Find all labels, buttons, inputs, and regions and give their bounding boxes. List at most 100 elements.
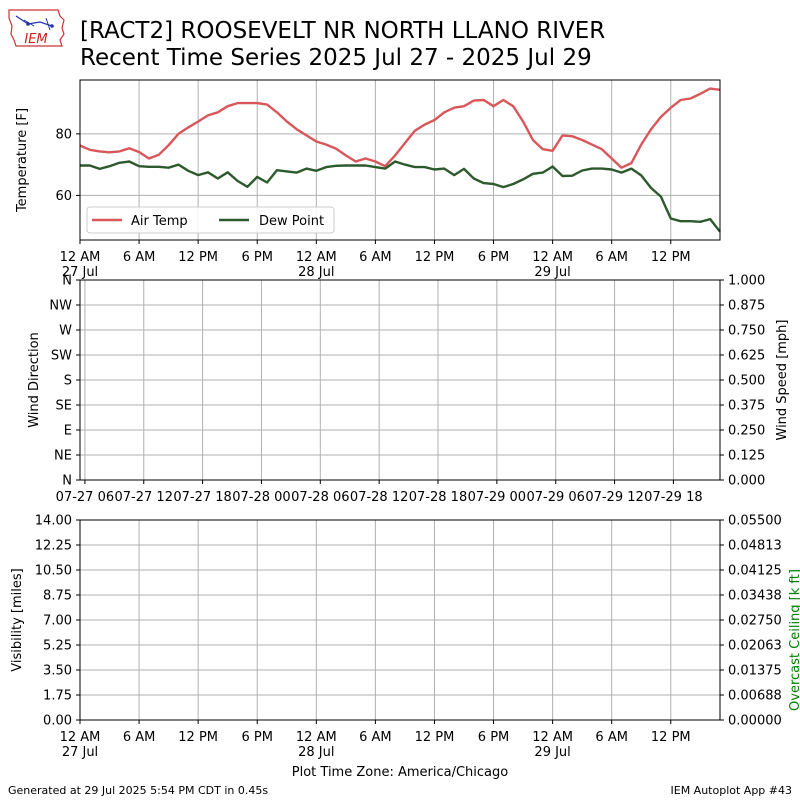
x-tick-label: 07-29 18 — [644, 490, 702, 505]
ceiling-axis-label: Overcast Ceiling [k ft] — [788, 569, 800, 711]
iem-logo[interactable]: IEM — [6, 6, 66, 50]
x-tick-label: 07-29 06 — [526, 490, 584, 505]
x-tick-label: 6 AM — [123, 250, 156, 265]
app-footer: IEM Autoplot App #43 — [670, 784, 793, 797]
visibility-axis-label: Visibility [miles] — [10, 568, 25, 671]
visibility-tick-label: 10.50 — [35, 564, 72, 579]
dew-point-line — [80, 160, 721, 233]
x-tick-date-label: 27 Jul — [62, 745, 98, 760]
wind-direction-tick-label: SW — [51, 349, 72, 364]
visibility-tick-label: 14.00 — [35, 514, 72, 529]
iowa-state-logo-icon: IEM — [8, 9, 65, 47]
wind-speed-axis-label: Wind Speed [mph] — [775, 320, 790, 441]
x-tick-label: 6 PM — [241, 730, 272, 745]
wind-panel: N NE E SE S SW W NW N 0.000 0.125 0.250 0.375 0.500 0.… — [27, 274, 790, 506]
x-tick-label: 6 PM — [478, 250, 509, 265]
wind-direction-axis-label: Wind Direction — [27, 332, 42, 428]
wind-direction-tick-label: NE — [54, 449, 72, 464]
x-tick-label: 07-29 00 — [468, 490, 526, 505]
ceiling-tick-label: 0.00688 — [728, 689, 782, 704]
x-tick-label: 6 AM — [595, 730, 628, 745]
wind-direction-tick-label: SE — [56, 399, 72, 414]
wind-speed-tick-label: 1.000 — [728, 274, 765, 289]
visibility-tick-label: 7.00 — [43, 614, 72, 629]
visibility-tick-label: 1.75 — [43, 689, 72, 704]
chart-title-line2: Recent Time Series 2025 Jul 27 - 2025 Ju… — [80, 45, 592, 71]
wind-speed-tick-label: 0.750 — [728, 324, 765, 339]
x-tick-label: 07-27 18 — [173, 490, 231, 505]
x-tick-label: 07-29 12 — [585, 490, 643, 505]
logo-text: IEM — [24, 32, 47, 47]
x-tick-label: 12 PM — [178, 730, 218, 745]
x-tick-date-label: 29 Jul — [534, 745, 570, 760]
x-tick-label: 12 PM — [178, 250, 218, 265]
x-tick-label: 6 AM — [123, 730, 156, 745]
wind-speed-tick-label: 0.250 — [728, 424, 765, 439]
x-tick-date-label: 28 Jul — [298, 265, 334, 280]
visibility-tick-label: 0.00 — [43, 714, 72, 729]
visibility-tick-label: 3.50 — [43, 664, 72, 679]
x-tick-label: 6 PM — [241, 250, 272, 265]
y-tick-label: 80 — [55, 127, 72, 142]
ceiling-tick-label: 0.02063 — [728, 639, 782, 654]
x-tick-label: 6 PM — [478, 730, 509, 745]
ceiling-tick-label: 0.05500 — [728, 514, 782, 529]
wind-direction-tick-label: N — [62, 474, 72, 489]
x-tick-label: 12 PM — [415, 730, 455, 745]
ceiling-tick-label: 0.04813 — [728, 539, 782, 554]
x-tick-label: 6 AM — [359, 250, 392, 265]
legend-label-dew-point: Dew Point — [259, 214, 324, 229]
x-tick-label: 07-28 12 — [350, 490, 408, 505]
x-tick-label: 12 AM — [532, 730, 573, 745]
wind-direction-tick-label: E — [64, 424, 72, 439]
x-tick-label: 12 AM — [296, 250, 337, 265]
x-tick-label: 07-28 06 — [291, 490, 349, 505]
x-tick-label: 6 AM — [359, 730, 392, 745]
visibility-tick-label: 5.25 — [43, 639, 72, 654]
x-tick-label: 12 PM — [651, 250, 691, 265]
ceiling-tick-label: 0.00000 — [728, 714, 782, 729]
wind-speed-tick-label: 0.500 — [728, 374, 765, 389]
wind-speed-tick-label: 0.625 — [728, 349, 765, 364]
visibility-tick-label: 8.75 — [43, 589, 72, 604]
wind-direction-tick-label: S — [64, 374, 72, 389]
x-tick-date-label: 28 Jul — [298, 745, 334, 760]
wind-direction-tick-label: NW — [49, 299, 72, 314]
x-tick-date-label: 27 Jul — [62, 265, 98, 280]
legend-label-air-temp: Air Temp — [131, 214, 188, 229]
wind-speed-tick-label: 0.375 — [728, 399, 765, 414]
visibility-tick-label: 12.25 — [35, 539, 72, 554]
x-tick-label: 6 AM — [595, 250, 628, 265]
air-temp-line — [79, 87, 721, 169]
temperature-axis-label: Temperature [F] — [15, 108, 30, 213]
generated-footer: Generated at 29 Jul 2025 5:54 PM CDT in … — [8, 784, 269, 797]
wind-direction-tick-label: W — [59, 324, 72, 339]
ceiling-tick-label: 0.01375 — [728, 664, 782, 679]
x-tick-date-label: 29 Jul — [534, 265, 570, 280]
visibility-panel: 0.00 1.75 3.50 5.25 7.00 8.75 10.50 12.25 14.00 0… — [10, 514, 800, 781]
temperature-legend: Air Temp Dew Point — [86, 206, 335, 234]
x-tick-label: 12 AM — [60, 250, 101, 265]
x-tick-label: 07-28 18 — [409, 490, 467, 505]
wind-speed-tick-label: 0.000 — [728, 474, 765, 489]
chart-title-line1: [RACT2] ROOSEVELT NR NORTH LLANO RIVER — [80, 18, 606, 44]
x-tick-label: 12 PM — [651, 730, 691, 745]
wind-speed-tick-label: 0.875 — [728, 299, 765, 314]
y-tick-label: 60 — [55, 189, 72, 204]
ceiling-tick-label: 0.02750 — [728, 614, 782, 629]
wind-speed-tick-label: 0.125 — [728, 449, 765, 464]
ceiling-tick-label: 0.04125 — [728, 564, 782, 579]
x-tick-label: 12 AM — [532, 250, 573, 265]
x-tick-label: 07-27 06 — [56, 490, 114, 505]
x-tick-label: 07-27 12 — [115, 490, 173, 505]
ceiling-tick-label: 0.03438 — [728, 589, 782, 604]
temperature-plot-frame — [79, 79, 721, 241]
x-tick-label: 07-28 00 — [232, 490, 290, 505]
x-tick-label: 12 AM — [296, 730, 337, 745]
wind-direction-tick-label: N — [62, 274, 72, 289]
x-tick-label: 12 PM — [415, 250, 455, 265]
legend-box — [86, 206, 335, 234]
